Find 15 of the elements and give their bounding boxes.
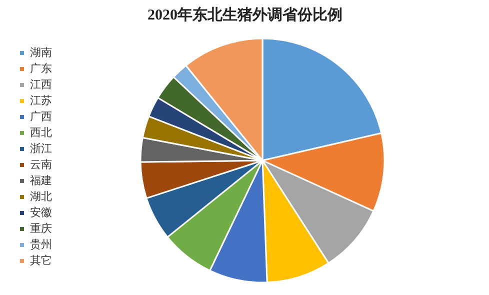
legend-label: 浙江 [30, 141, 52, 156]
chart-title: 2020年东北生猪外调省份比例 [148, 6, 342, 24]
legend-label: 安徽 [30, 205, 52, 220]
legend-label: 广西 [30, 109, 52, 124]
legend-label: 其它 [30, 253, 52, 268]
legend-label: 贵州 [30, 237, 52, 252]
legend-label: 云南 [30, 157, 52, 172]
legend-label: 西北 [30, 125, 52, 140]
legend-label: 江西 [30, 77, 52, 92]
legend-label: 广东 [30, 61, 52, 76]
legend-label: 重庆 [30, 221, 52, 236]
legend-label: 福建 [30, 173, 52, 188]
legend-label: 湖北 [30, 189, 52, 204]
legend-label: 湖南 [30, 45, 52, 60]
legend-label: 江苏 [30, 93, 52, 108]
